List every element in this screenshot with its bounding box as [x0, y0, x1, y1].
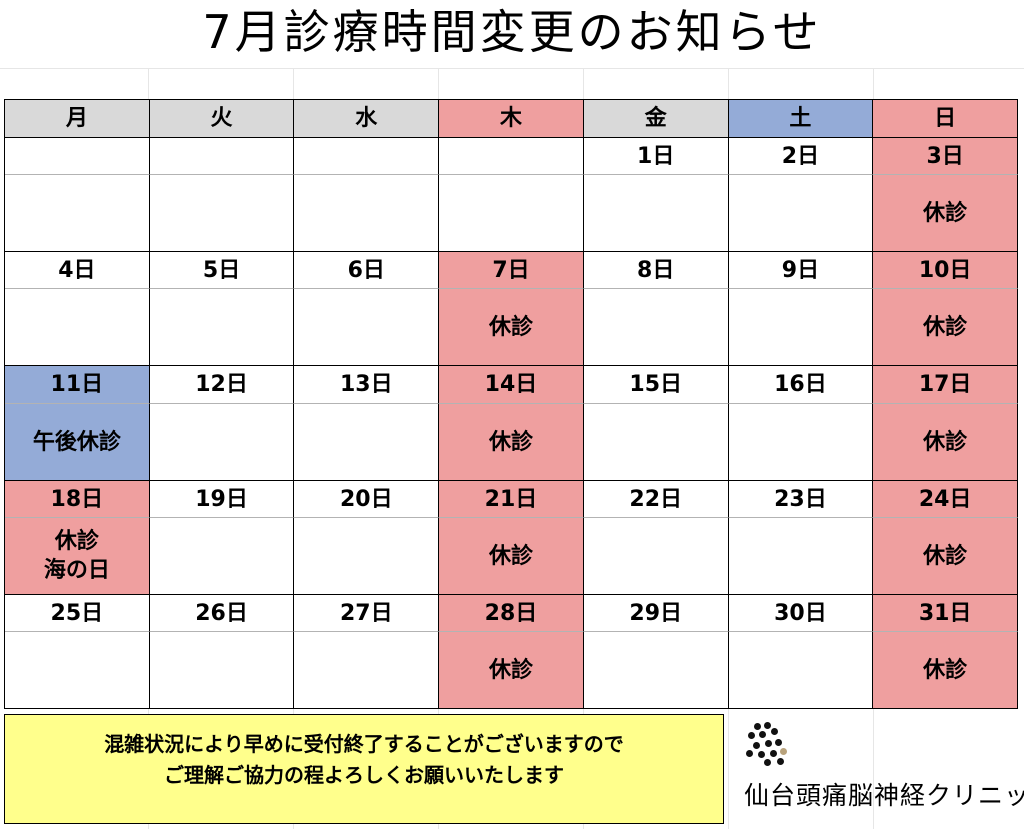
status-cell: 休診	[439, 289, 584, 366]
status-cell	[294, 404, 440, 481]
date-cell: 6日	[294, 252, 440, 289]
date-cell	[294, 138, 440, 175]
weekday-header: 木	[439, 100, 584, 138]
date-cell	[439, 138, 584, 175]
date-cell	[149, 138, 295, 175]
status-cell: 休診 海の日	[5, 518, 150, 595]
date-cell: 12日	[149, 366, 295, 404]
notice-box: 混雑状況により早めに受付終了することがございますので ご理解ご協力の程よろしくお…	[4, 714, 724, 824]
status-cell	[149, 518, 295, 595]
status-cell	[294, 518, 440, 595]
status-cell	[439, 175, 584, 252]
date-cell: 25日	[5, 595, 150, 632]
status-cell	[583, 632, 729, 709]
status-cell	[294, 289, 440, 366]
date-cell: 5日	[149, 252, 295, 289]
date-cell: 23日	[728, 481, 874, 518]
status-cell: 休診	[439, 518, 584, 595]
status-cell: 休診	[873, 289, 1018, 366]
date-cell: 31日	[873, 595, 1018, 632]
status-cell	[5, 289, 150, 366]
status-cell	[583, 518, 729, 595]
date-cell: 3日	[873, 138, 1018, 175]
date-cell: 14日	[439, 366, 584, 404]
date-cell: 22日	[583, 481, 729, 518]
status-cell: 休診	[439, 404, 584, 481]
status-cell	[728, 289, 874, 366]
notice-line-1: 混雑状況により早めに受付終了することがございますので	[104, 732, 624, 756]
status-cell: 休診	[873, 518, 1018, 595]
date-cell: 11日	[5, 366, 150, 404]
date-cell: 24日	[873, 481, 1018, 518]
date-cell: 18日	[5, 481, 150, 518]
date-cell	[5, 138, 150, 175]
status-cell	[5, 632, 150, 709]
date-cell: 15日	[583, 366, 729, 404]
status-cell: 休診	[439, 632, 584, 709]
weekday-header: 日	[873, 100, 1018, 138]
status-cell	[728, 632, 874, 709]
date-cell: 16日	[728, 366, 874, 404]
date-cell: 7日	[439, 252, 584, 289]
weekday-header: 火	[149, 100, 295, 138]
date-cell: 13日	[294, 366, 440, 404]
date-cell: 21日	[439, 481, 584, 518]
status-cell: 休診	[873, 632, 1018, 709]
status-cell: 午後休診	[5, 404, 150, 481]
date-cell: 26日	[149, 595, 295, 632]
page-title: 7月診療時間変更のお知らせ	[202, 5, 822, 59]
date-cell: 20日	[294, 481, 440, 518]
date-cell: 17日	[873, 366, 1018, 404]
date-cell: 29日	[583, 595, 729, 632]
date-cell: 28日	[439, 595, 584, 632]
status-cell	[583, 175, 729, 252]
clinic-name: 仙台頭痛脳神経クリニック	[744, 781, 1024, 810]
status-cell	[149, 175, 295, 252]
date-cell: 1日	[583, 138, 729, 175]
status-cell	[5, 175, 150, 252]
date-cell: 9日	[728, 252, 874, 289]
date-cell: 10日	[873, 252, 1018, 289]
status-cell	[583, 404, 729, 481]
status-cell	[294, 175, 440, 252]
status-cell	[728, 175, 874, 252]
weekday-header: 月	[5, 100, 150, 138]
status-cell	[149, 404, 295, 481]
weekday-header: 土	[728, 100, 874, 138]
status-cell	[149, 289, 295, 366]
status-cell: 休診	[873, 404, 1018, 481]
calendar-table: 月火水木金土日 1日 2日 3日 休診 4日 5日 6日 7日 8日 9日 10日 休診 休診 11日 12日…	[4, 99, 1018, 709]
status-cell	[149, 632, 295, 709]
status-cell	[294, 632, 440, 709]
date-cell: 8日	[583, 252, 729, 289]
status-cell	[728, 518, 874, 595]
date-cell: 19日	[149, 481, 295, 518]
date-cell: 30日	[728, 595, 874, 632]
dot-cluster-logo-icon	[744, 720, 794, 766]
date-cell: 2日	[728, 138, 874, 175]
weekday-header: 金	[583, 100, 729, 138]
date-cell: 4日	[5, 252, 150, 289]
notice-line-2: ご理解ご協力の程よろしくお願いいたします	[164, 763, 564, 787]
status-cell: 休診	[873, 175, 1018, 252]
date-cell: 27日	[294, 595, 440, 632]
weekday-header: 水	[294, 100, 440, 138]
status-cell	[728, 404, 874, 481]
status-cell	[583, 289, 729, 366]
